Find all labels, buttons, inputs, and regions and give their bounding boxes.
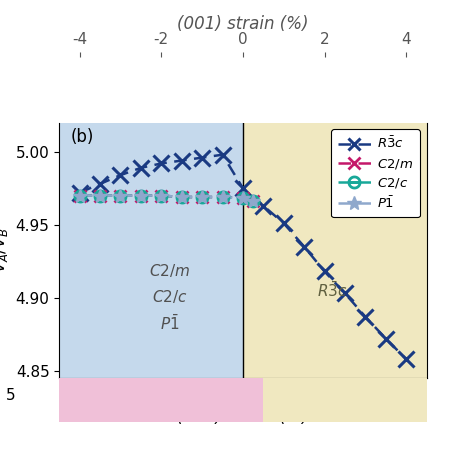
Text: 5: 5	[6, 388, 15, 403]
Text: $R\bar{3}c$: $R\bar{3}c$	[318, 281, 348, 300]
Bar	[243, 123, 427, 378]
Legend: $R\bar{3}c$, $C2/m$, $C2/c$, $P\bar{1}$: $R\bar{3}c$, $C2/m$, $C2/c$, $P\bar{1}$	[331, 129, 420, 218]
Y-axis label: $V_A/V_B$: $V_A/V_B$	[0, 227, 10, 273]
X-axis label: (111) strain (%): (111) strain (%)	[177, 408, 309, 426]
Bar	[59, 378, 264, 422]
Text: (b): (b)	[70, 128, 94, 146]
Bar	[59, 123, 243, 378]
Text: $C2/m$
$C2/c$
$P\bar{1}$: $C2/m$ $C2/c$ $P\bar{1}$	[149, 262, 190, 333]
Bar	[264, 378, 427, 422]
X-axis label: (001) strain (%): (001) strain (%)	[177, 15, 309, 33]
